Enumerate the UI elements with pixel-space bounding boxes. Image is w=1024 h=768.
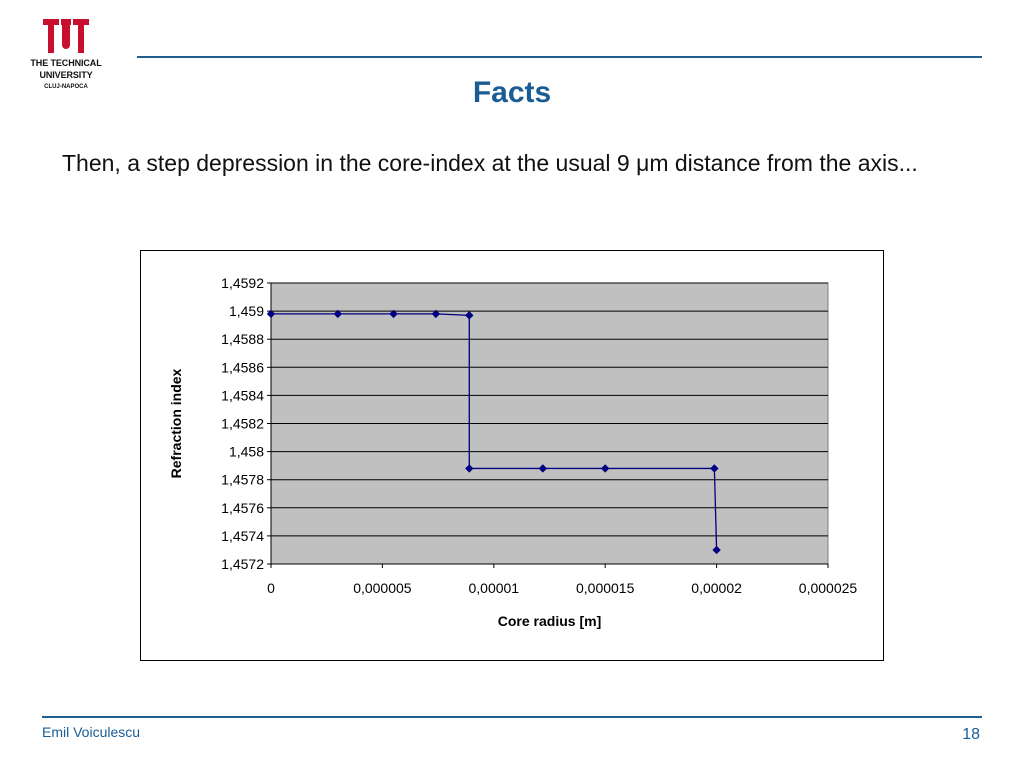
data-point — [431, 309, 441, 319]
refraction-index-chart: 1,4572 1,4574 1,4576 1,4578 1,458 1,4582 1,458… — [168, 275, 857, 629]
y-tick-label: 1,4574 — [221, 528, 264, 544]
header-divider — [137, 56, 982, 58]
chart-frame: 1,4572 1,4574 1,4576 1,4578 1,458 1,4582 1,458… — [140, 250, 884, 661]
university-crest-icon — [43, 19, 89, 53]
slide-body-text: Then, a step depression in the core-inde… — [62, 150, 918, 176]
x-tick-label: 0,000025 — [799, 580, 858, 596]
x-tick-label: 0,000015 — [576, 580, 635, 596]
x-tick-label: 0,00001 — [468, 580, 519, 596]
university-logo: THE TECHNICAL UNIVERSITY CLUJ-NAPOCA — [14, 14, 118, 94]
y-axis-label: Refraction index — [168, 368, 184, 478]
y-tick-label: 1,459 — [229, 303, 264, 319]
footer-divider — [42, 716, 982, 718]
logo-text-line3: CLUJ-NAPOCA — [44, 84, 88, 90]
slide-title: Facts — [472, 76, 552, 109]
x-tick-label: 0,00002 — [691, 580, 742, 596]
data-point — [710, 464, 719, 473]
y-tick-label: 1,4578 — [221, 472, 264, 488]
footer-author: Emil Voiculescu — [42, 724, 141, 740]
y-tick-label: 1,4576 — [221, 500, 264, 516]
logo-text-line2: UNIVERSITY — [39, 70, 93, 80]
series-line — [271, 313, 718, 550]
y-tick-label: 1,4582 — [221, 416, 264, 432]
axes — [267, 282, 829, 568]
page-number: 18 — [962, 726, 980, 743]
y-tick-label: 1,4572 — [221, 556, 264, 572]
gridlines — [271, 282, 828, 537]
data-point — [465, 464, 474, 473]
x-tick-label: 0 — [267, 580, 275, 596]
y-tick-label: 1,4588 — [221, 331, 264, 347]
y-tick-label: 1,4586 — [221, 359, 264, 375]
y-tick-label: 1,458 — [229, 444, 264, 460]
data-point — [266, 309, 276, 319]
y-tick-label: 1,4584 — [221, 387, 264, 403]
x-tick-labels: 0 0,000005 0,00001 0,000015 0,00002 0,000025 — [267, 580, 857, 596]
x-axis-label: Core radius [m] — [498, 613, 601, 629]
data-point — [465, 311, 474, 320]
x-tick-label: 0,000005 — [353, 580, 412, 596]
logo-text-line1: THE TECHNICAL — [30, 58, 102, 68]
data-point — [333, 309, 343, 319]
y-tick-labels: 1,4572 1,4574 1,4576 1,4578 1,458 1,4582 1,458… — [221, 275, 264, 572]
y-tick-label: 1,4592 — [221, 275, 264, 291]
data-point — [389, 309, 398, 319]
